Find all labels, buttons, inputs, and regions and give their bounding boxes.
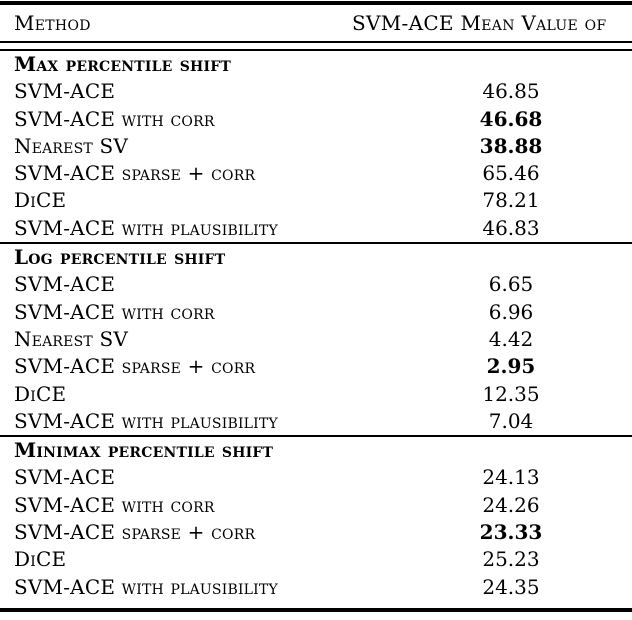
value-cell: 6.96 — [488, 299, 534, 324]
bottom-rule — [0, 607, 632, 612]
method-cell: SVM-ACE with plausibility — [14, 574, 278, 599]
value-cell: 24.13 — [482, 465, 540, 490]
table-row: SVM-ACE with corr 46.68 — [0, 106, 632, 133]
value-cell: 24.26 — [482, 492, 540, 517]
bottom-spacer — [0, 601, 632, 608]
value-cell: 46.85 — [482, 79, 540, 104]
table-body: Max percentile shift SVM-ACE 46.85 SVM-ACE … — [0, 51, 632, 601]
value-cell: 65.46 — [482, 161, 540, 186]
method-cell: SVM-ACE sparse + corr — [14, 520, 256, 545]
section-title: Max percentile shift — [14, 52, 231, 76]
value-cell: 23.33 — [479, 520, 543, 545]
value-cell: 2.95 — [486, 354, 536, 379]
method-cell: SVM-ACE sparse + corr — [14, 161, 256, 186]
table-row: Nearest SV 4.42 — [0, 326, 632, 353]
method-cell: SVM-ACE with plausibility — [14, 408, 278, 433]
method-cell: SVM-ACE sparse + corr — [14, 354, 256, 379]
table-row: SVM-ACE with corr 24.26 — [0, 492, 632, 519]
method-column-header: Method — [14, 11, 91, 35]
method-cell: Nearest SV — [14, 326, 129, 351]
value-cell: 7.04 — [488, 408, 534, 433]
table-row: SVM-ACE 24.13 — [0, 464, 632, 491]
table-row: SVM-ACE with plausibility 24.35 — [0, 574, 632, 601]
method-cell: SVM-ACE — [14, 465, 116, 490]
table-row: SVM-ACE 6.65 — [0, 271, 632, 298]
method-cell: SVM-ACE with corr — [14, 106, 215, 131]
method-cell: DiCE — [14, 381, 67, 406]
table-row: SVM-ACE sparse + corr 23.33 — [0, 519, 632, 546]
header-rule-gap — [0, 43, 632, 49]
section-divider-rule — [0, 242, 632, 245]
method-cell: SVM-ACE with corr — [14, 492, 215, 517]
value-cell: 24.35 — [482, 574, 540, 599]
table-row: Nearest SV 38.88 — [0, 133, 632, 160]
table-row: SVM-ACE sparse + corr 2.95 — [0, 353, 632, 380]
table-row: DiCE 78.21 — [0, 187, 632, 214]
method-cell: DiCE — [14, 547, 67, 572]
section-title: Minimax percentile shift — [14, 438, 274, 463]
section-header-row: Log percentile shift — [0, 244, 632, 271]
table-header-row: Method SVM-ACE Mean Value of — [0, 5, 632, 41]
method-cell: Nearest SV — [14, 133, 129, 158]
method-cell: SVM-ACE with plausibility — [14, 215, 278, 240]
value-cell: 25.23 — [482, 547, 540, 572]
value-cell: 46.68 — [479, 106, 543, 131]
top-rule — [0, 1, 632, 5]
value-cell: 12.35 — [482, 381, 540, 406]
table-row: SVM-ACE with plausibility 46.83 — [0, 215, 632, 242]
method-cell: SVM-ACE — [14, 79, 116, 104]
table-row: SVM-ACE with corr 6.96 — [0, 299, 632, 326]
table-row: SVM-ACE 46.85 — [0, 78, 632, 105]
section-header-row: Minimax percentile shift — [0, 437, 632, 464]
value-cell: 38.88 — [479, 133, 543, 158]
table-row: DiCE 12.35 — [0, 381, 632, 408]
value-cell: 6.65 — [488, 272, 534, 297]
value-cell: 4.42 — [488, 326, 534, 351]
header-rule-lower — [0, 49, 632, 51]
method-cell: SVM-ACE with corr — [14, 299, 215, 324]
method-cell: SVM-ACE — [14, 272, 116, 297]
header-rule-upper — [0, 41, 632, 43]
value-column-header: SVM-ACE Mean Value of — [352, 11, 607, 35]
table-row: DiCE 25.23 — [0, 546, 632, 573]
method-cell: DiCE — [14, 188, 67, 213]
table-row: SVM-ACE sparse + corr 65.46 — [0, 160, 632, 187]
table-row: SVM-ACE with plausibility 7.04 — [0, 408, 632, 435]
section-header-row: Max percentile shift — [0, 51, 632, 78]
section-title: Log percentile shift — [14, 245, 226, 270]
value-cell: 46.83 — [482, 215, 540, 240]
value-cell: 78.21 — [482, 188, 540, 213]
section-divider-rule — [0, 435, 632, 438]
